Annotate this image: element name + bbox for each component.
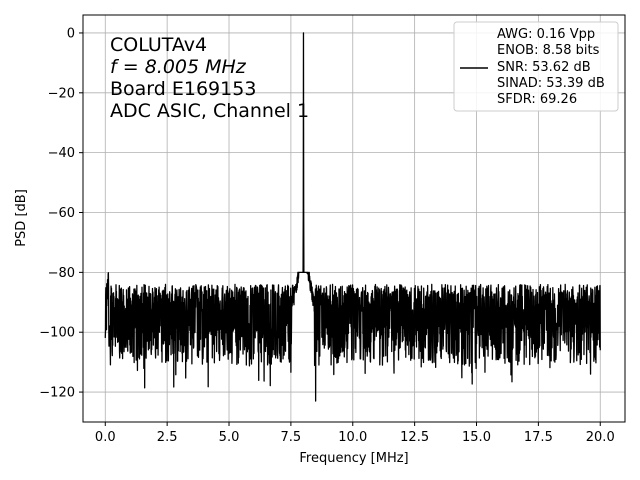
annotation-line-2: f = 8.005 MHz — [110, 56, 247, 78]
legend-entry-4: SINAD: 53.39 dB — [497, 76, 605, 91]
y-tick-label: −60 — [48, 206, 75, 221]
y-tick-label: −120 — [39, 386, 75, 401]
x-tick-label: 0.0 — [95, 430, 116, 445]
x-tick-label: 20.0 — [586, 430, 615, 445]
y-axis-label: PSD [dB] — [14, 189, 29, 247]
y-axis-ticks: 0 −20 −40 −60 −80 −100 −120 — [39, 26, 83, 401]
psd-series — [104, 32, 601, 402]
y-tick-label: −40 — [48, 146, 75, 161]
grid — [83, 15, 625, 422]
legend-entry-1: AWG: 0.16 Vpp — [497, 27, 595, 42]
x-tick-label: 17.5 — [524, 430, 553, 445]
legend-box — [453, 21, 619, 112]
legend: AWG: 0.16 Vpp ENOB: 8.58 bits SNR: 53.62… — [453, 21, 619, 112]
x-axis-ticks: 0.0 2.5 5.0 7.5 10.0 12.5 15.0 17.5 20.0 — [95, 422, 615, 445]
annotation-line-4: ADC ASIC, Channel 1 — [110, 100, 309, 122]
x-tick-label: 5.0 — [219, 430, 240, 445]
annotation-line-3: Board E169153 — [110, 78, 256, 100]
plot-frame — [82, 14, 626, 423]
x-tick-label: 15.0 — [462, 430, 491, 445]
legend-entry-5: SFDR: 69.26 — [497, 92, 577, 107]
x-tick-label: 2.5 — [157, 430, 178, 445]
y-tick-label: −100 — [39, 326, 75, 341]
psd-line — [104, 32, 601, 402]
x-axis-label: Frequency [MHz] — [299, 451, 408, 466]
legend-entry-2: ENOB: 8.58 bits — [497, 43, 600, 58]
y-tick-label: −20 — [48, 86, 75, 101]
annotation-block: COLUTAv4 f = 8.005 MHz Board E169153 ADC… — [110, 34, 309, 122]
annotation-line-1: COLUTAv4 — [110, 34, 207, 56]
legend-entry-3: SNR: 53.62 dB — [497, 60, 591, 75]
x-tick-label: 7.5 — [281, 430, 302, 445]
y-tick-label: 0 — [67, 26, 75, 41]
x-tick-label: 10.0 — [338, 430, 367, 445]
x-tick-label: 12.5 — [400, 430, 429, 445]
y-tick-label: −80 — [48, 266, 75, 281]
